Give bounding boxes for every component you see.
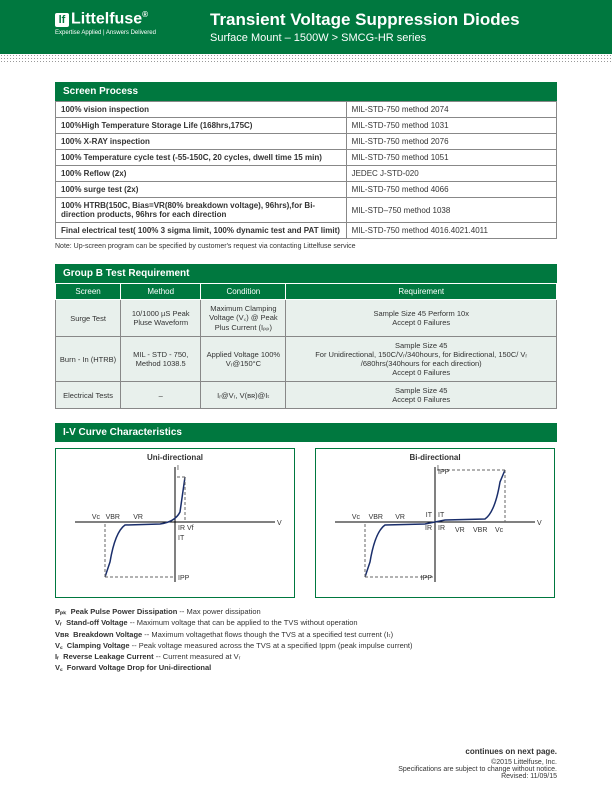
def-line: Vʙʀ Breakdown Voltage -- Maximum voltage… [55,629,557,640]
svg-text:Vc: Vc [352,514,361,521]
content: Screen Process 100% vision inspectionMIL… [0,82,612,674]
screen-process-note: Note: Up-screen program can be specified… [55,243,557,250]
groupb-title: Group B Test Requirement [55,264,557,283]
def-line: V꜀ Clamping Voltage -- Peak voltage meas… [55,640,557,651]
brand-text: Littelfuse [71,10,142,27]
bi-curve-box: Bi-directional VIVcVBRVRVRVBRVcITIRIRITI… [315,448,555,598]
def-line: Pₚₖ Peak Pulse Power Dissipation -- Max … [55,606,557,617]
table-cell: MIL-STD-750 method 2074 [346,102,556,118]
svg-text:VR: VR [133,514,143,521]
groupb-table: ScreenMethodConditionRequirement Surge T… [55,283,557,409]
def-line: V꜀ Forward Voltage Drop for Uni-directio… [55,662,557,673]
table-cell: MIL-STD–750 method 1038 [346,198,556,223]
svg-text:Vc: Vc [495,527,504,534]
header: lfLittelfuse® Expertise Applied | Answer… [0,0,612,54]
divider-dots [0,54,612,64]
page-subtitle: Surface Mount – 1500W > SMCG-HR series [210,32,520,44]
svg-text:VBR: VBR [106,514,120,521]
table-cell: 100% vision inspection [56,102,347,118]
table-cell: Iᵣ@Vᵣ, V(ʙʀ)@Iₜ [201,382,286,409]
logo-block: lfLittelfuse® Expertise Applied | Answer… [55,10,195,36]
table-cell: Surge Test [56,300,121,337]
table-header: Condition [201,284,286,300]
table-cell: 10/1000 µS Peak Pluse Waveform [121,300,201,337]
table-cell: 100%High Temperature Storage Life (168hr… [56,118,347,134]
table-cell: Sample Size 45 Perform 10x Accept 0 Fail… [286,300,557,337]
revised: Revised: 11/09/15 [398,773,557,780]
uni-curve-box: Uni-directional V I Vc VBR VR IRVfIT IPP [55,448,295,598]
uni-curve-title: Uni-directional [60,453,290,462]
svg-text:IT: IT [426,512,433,519]
svg-text:IPP: IPP [421,575,433,582]
table-cell: MIL-STD-750 method 1031 [346,118,556,134]
def-line: Vᵣ Stand-off Voltage -- Maximum voltage … [55,617,557,628]
table-cell: 100% surge test (2x) [56,182,347,198]
svg-text:VR: VR [455,527,465,534]
table-cell: Burn - In (HTRB) [56,337,121,382]
footer: continues on next page. ©2015 Littelfuse… [398,747,557,780]
bi-curve-title: Bi-directional [320,453,550,462]
def-line: Iᵣ Reverse Leakage Current -- Current me… [55,651,557,662]
svg-text:VBR: VBR [473,527,487,534]
table-cell: JEDEC J-STD-020 [346,166,556,182]
table-cell: Sample Size 45 Accept 0 Failures [286,382,557,409]
svg-text:Vc: Vc [92,514,101,521]
table-cell: MIL-STD-750 method 4066 [346,182,556,198]
table-header: Requirement [286,284,557,300]
table-cell: MIL-STD-750 method 4016.4021.4011 [346,223,556,239]
table-cell: 100% X-RAY inspection [56,134,347,150]
table-cell: MIL-STD-750 method 2076 [346,134,556,150]
svg-text:IR: IR [438,525,445,532]
definitions: Pₚₖ Peak Pulse Power Dissipation -- Max … [55,606,557,674]
table-cell: MIL - STD - 750, Method 1038.5 [121,337,201,382]
table-cell: Electrical Tests [56,382,121,409]
tagline: Expertise Applied | Answers Delivered [55,30,195,36]
table-cell: – [121,382,201,409]
svg-text:VBR: VBR [369,514,383,521]
screen-process-title: Screen Process [55,82,557,101]
svg-text:V: V [277,520,282,527]
svg-text:VR: VR [395,514,405,521]
svg-text:IPP: IPP [438,469,450,476]
table-cell: 100% Reflow (2x) [56,166,347,182]
iv-curves: Uni-directional VIVcVBRVRIRVfITIPP Bi-di… [55,448,557,598]
svg-text:IT: IT [438,512,445,519]
uni-curve-svg: V I Vc VBR VR IRVfIT IPP [65,462,285,587]
iv-title: I-V Curve Characteristics [55,423,557,442]
title-block: Transient Voltage Suppression Diodes Sur… [210,10,520,44]
logo: lfLittelfuse® [55,10,195,28]
continues: continues on next page. [398,747,557,756]
svg-text:IPP: IPP [178,575,190,582]
disclaimer: Specifications are subject to change wit… [398,766,557,773]
svg-text:IR: IR [425,525,432,532]
svg-text:IR: IR [178,525,185,532]
bi-curve-svg: VIVcVBRVRVRVBRVcITIRIRITIPPIPP [325,462,545,587]
table-cell: 100% HTRB(150C, Bias=VR(80% breakdown vo… [56,198,347,223]
svg-text:Vf: Vf [187,525,194,532]
table-cell: Applied Voltage 100% Vᵣ@150°C [201,337,286,382]
table-cell: Sample Size 45 For Unidirectional, 150C/… [286,337,557,382]
svg-text:IT: IT [178,535,185,542]
table-cell: 100% Temperature cycle test (-55-150C, 2… [56,150,347,166]
table-header: Screen [56,284,121,300]
logo-icon: lf [55,13,69,27]
table-cell: Final electrical test( 100% 3 sigma limi… [56,223,347,239]
table-cell: MIL-STD-750 method 1051 [346,150,556,166]
copyright: ©2015 Littelfuse, Inc. [398,759,557,766]
svg-text:I: I [177,465,179,472]
table-header: Method [121,284,201,300]
table-cell: Maximum Clamping Voltage (V꜀) @ Peak Plu… [201,300,286,337]
svg-text:V: V [537,520,542,527]
screen-process-table: 100% vision inspectionMIL-STD-750 method… [55,101,557,239]
page-title: Transient Voltage Suppression Diodes [210,10,520,30]
